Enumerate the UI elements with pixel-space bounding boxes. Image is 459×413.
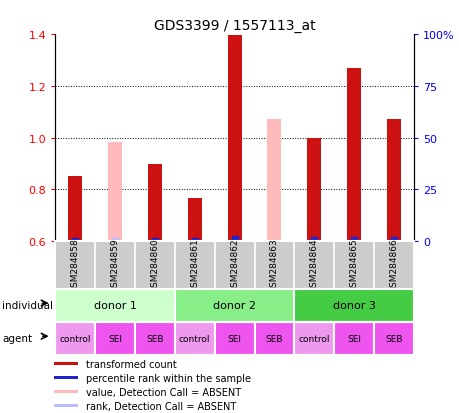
Text: GSM284865: GSM284865 [349,238,358,293]
Bar [174,289,294,322]
Bar [347,69,360,242]
Bar [55,322,95,355]
Bar [134,322,174,355]
Bar [108,143,122,242]
Text: value, Detection Call = ABSENT: value, Detection Call = ABSENT [86,387,241,397]
Text: GSM284858: GSM284858 [71,238,79,293]
Bar [307,139,320,242]
Bar [334,322,373,355]
Text: donor 1: donor 1 [93,301,136,311]
Text: GSM284862: GSM284862 [230,238,239,292]
Text: GSM284859: GSM284859 [110,238,119,293]
Bar [68,176,82,242]
Text: control: control [298,334,330,343]
Bar [187,198,202,242]
Text: GSM284863: GSM284863 [269,238,278,293]
Bar [294,289,413,322]
Bar [294,322,334,355]
Text: transformed count: transformed count [86,359,177,369]
Text: SEI: SEI [347,334,360,343]
Text: GSM284864: GSM284864 [309,238,318,292]
Bar [373,322,413,355]
Text: GSM284861: GSM284861 [190,238,199,293]
Bar [95,322,134,355]
Bar [254,322,294,355]
Text: SEI: SEI [108,334,122,343]
Bar [54,376,78,380]
Bar [54,404,78,407]
Text: SEB: SEB [385,334,402,343]
Text: agent: agent [2,334,32,344]
Bar [54,390,78,394]
Text: donor 3: donor 3 [332,301,375,311]
Text: GSM284866: GSM284866 [389,238,397,293]
Text: control: control [179,334,210,343]
Text: SEB: SEB [265,334,283,343]
Text: SEB: SEB [146,334,163,343]
Title: GDS3399 / 1557113_at: GDS3399 / 1557113_at [153,19,315,33]
Bar [55,289,174,322]
Bar [214,322,254,355]
Bar [148,164,162,242]
Text: individual: individual [2,301,53,311]
Text: percentile rank within the sample: percentile rank within the sample [86,373,251,383]
Text: SEI: SEI [227,334,241,343]
Bar [54,362,78,366]
Text: GSM284860: GSM284860 [150,238,159,293]
Text: donor 2: donor 2 [213,301,256,311]
Text: rank, Detection Call = ABSENT: rank, Detection Call = ABSENT [86,401,236,411]
Bar [227,36,241,242]
Text: control: control [59,334,91,343]
Bar [174,322,214,355]
Bar [267,119,281,242]
Bar [386,120,400,242]
